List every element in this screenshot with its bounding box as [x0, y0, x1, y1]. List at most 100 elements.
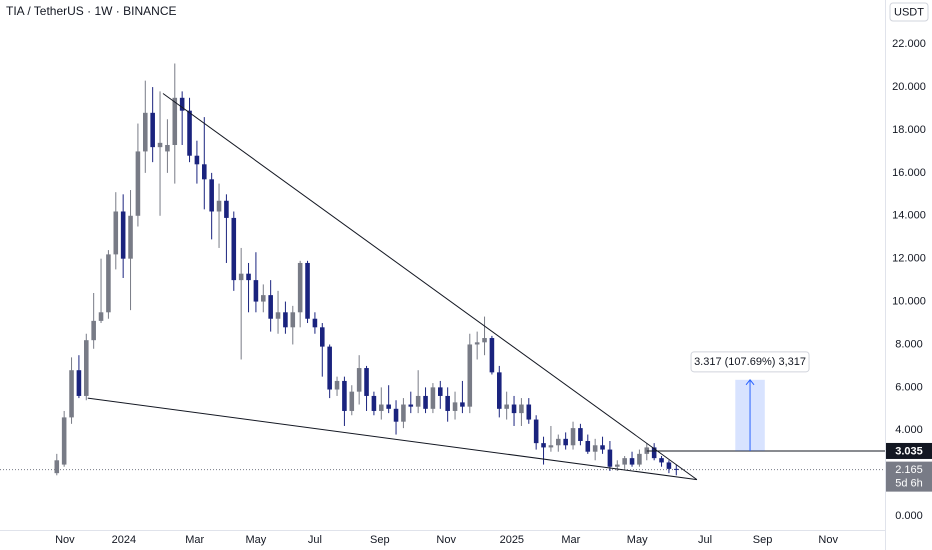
candle-body — [209, 179, 214, 212]
candle-body — [541, 443, 546, 448]
y-tick-label: 6.000 — [895, 381, 923, 393]
candle-body — [76, 370, 82, 396]
candle-body — [61, 417, 67, 465]
candle-body — [563, 438, 568, 446]
x-tick-label: Sep — [370, 534, 390, 546]
candle-body — [69, 370, 74, 418]
y-tick-label: 14.000 — [892, 210, 926, 222]
candle-body — [290, 312, 296, 328]
chart-title: TIA / TetherUS · 1W · BINANCE — [6, 4, 176, 18]
candle-body — [320, 327, 325, 347]
candle-body — [172, 97, 178, 145]
candle-body — [342, 380, 347, 411]
candle-body — [187, 110, 192, 156]
candle-body — [135, 151, 141, 216]
candle-body — [268, 295, 273, 319]
x-tick-label: Mar — [561, 534, 580, 546]
candle-body — [615, 464, 620, 467]
y-tick-label: 12.000 — [892, 253, 926, 265]
candle-body — [489, 338, 495, 373]
x-tick-label: Nov — [436, 534, 456, 546]
candle-body — [356, 368, 362, 392]
y-tick-label: 16.000 — [892, 167, 926, 179]
x-tick-label: Jul — [308, 534, 322, 546]
candle-body — [467, 344, 473, 407]
candle-body — [482, 338, 487, 343]
candle-body — [592, 445, 598, 452]
candle-body — [98, 312, 104, 321]
candle-body — [415, 395, 421, 407]
candle-body — [393, 408, 399, 422]
candle-body — [622, 458, 627, 465]
candle-body — [386, 404, 391, 409]
candle-body — [607, 449, 613, 467]
x-tick-label: Nov — [55, 534, 75, 546]
candle-body — [408, 404, 414, 407]
x-tick-label: May — [627, 534, 648, 546]
horizontal-line-tag — [886, 442, 932, 459]
candle-body — [674, 468, 679, 470]
measure-label-box — [690, 351, 810, 373]
candle-body — [179, 97, 185, 111]
candle-body — [474, 342, 480, 345]
candle-body — [511, 404, 517, 414]
currency-box[interactable] — [889, 2, 929, 22]
candle-body — [84, 340, 89, 396]
candle-body — [364, 368, 369, 396]
x-tick-label: May — [246, 534, 267, 546]
candle-body — [150, 112, 155, 148]
candle-body — [202, 164, 207, 180]
candle-body — [548, 445, 554, 448]
candle-body — [312, 318, 318, 328]
x-tick-label: Nov — [818, 534, 838, 546]
candle-body — [651, 447, 657, 459]
candle-body — [585, 440, 591, 452]
candle-body — [334, 380, 340, 390]
candle-body — [216, 200, 222, 212]
countdown-label: 5d 6h — [895, 478, 923, 490]
candle-body — [165, 144, 170, 152]
candle-body — [556, 438, 561, 446]
trendline — [87, 397, 698, 481]
y-tick-label: 22.000 — [892, 38, 926, 50]
measure-arrow-head — [745, 379, 755, 386]
candle-body — [143, 112, 148, 152]
candle-body — [430, 387, 436, 409]
candle-body — [460, 402, 465, 407]
candle-body — [349, 391, 355, 411]
candle-body — [157, 142, 163, 148]
candle-body — [327, 346, 332, 390]
last-price-label: 2.165 — [895, 464, 923, 476]
candle-body — [106, 254, 111, 313]
candle-body — [666, 462, 672, 469]
y-tick-label: 10.000 — [892, 295, 926, 307]
candle-body — [297, 262, 303, 313]
candle-body — [659, 458, 664, 463]
candle-body — [452, 402, 458, 411]
currency-label[interactable]: USDT — [894, 6, 924, 18]
y-tick-label: 20.000 — [892, 81, 926, 93]
candle-body — [194, 155, 200, 165]
x-tick-label: Jul — [698, 534, 712, 546]
candle-body — [629, 458, 635, 465]
candle-body — [283, 312, 288, 328]
candle-body — [423, 395, 428, 409]
measure-label: 3.317 (107.69%) 3,317 — [694, 356, 806, 368]
candle-body — [238, 273, 244, 281]
candle-body — [261, 295, 266, 302]
candle-body — [224, 200, 229, 218]
x-tick-label: 2025 — [500, 534, 524, 546]
candle-body — [445, 395, 450, 411]
candle-body — [305, 262, 310, 319]
candle-body — [438, 387, 443, 396]
candle-body — [526, 404, 532, 420]
y-tick-label: 8.000 — [895, 338, 923, 350]
y-tick-label: 0.000 — [895, 510, 923, 522]
candle-body — [275, 312, 281, 319]
candle-body — [379, 404, 384, 411]
horizontal-line-label: 3.035 — [895, 445, 923, 457]
candle-body — [91, 320, 96, 341]
candle-body — [600, 445, 605, 450]
